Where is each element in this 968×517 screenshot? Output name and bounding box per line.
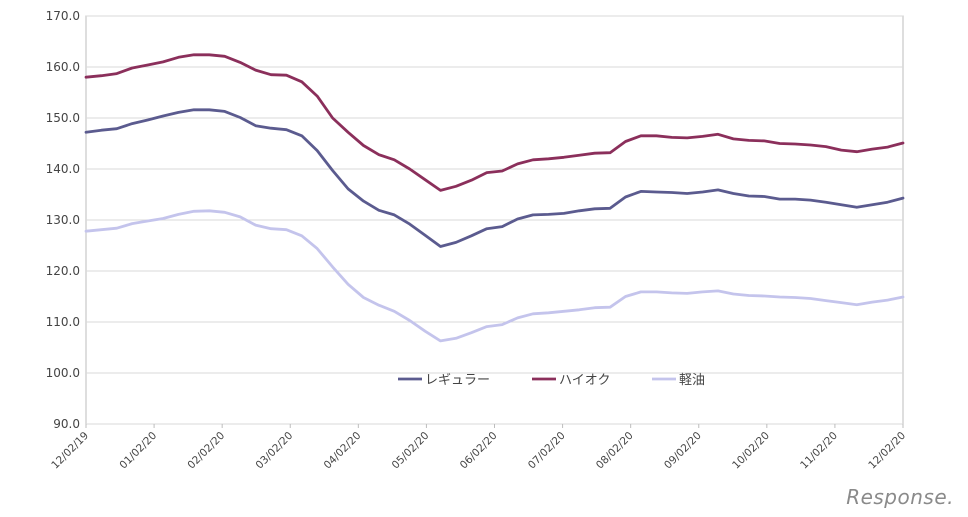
y-gridlines xyxy=(86,15,903,425)
legend: レギュラー ハイオク 軽油 xyxy=(398,373,705,388)
y-tick-label: 130.0 xyxy=(46,213,80,227)
x-tick-label: 12/02/20 xyxy=(866,430,908,472)
y-axis-tick-labels: 90.0 100.0 110.0 120.0 130.0 140.0 150.0 160.0 1… xyxy=(46,9,80,431)
response-watermark-logo: Response. xyxy=(846,485,954,509)
series-line-0 xyxy=(84,108,905,248)
y-tick-label: 140.0 xyxy=(46,162,80,176)
x-tick-label: 01/02/20 xyxy=(117,430,159,472)
legend-label-0: レギュラー xyxy=(425,373,490,388)
y-tick-label: 170.0 xyxy=(46,9,80,23)
x-tick-label: 06/02/20 xyxy=(458,430,500,472)
legend-label-1: ハイオク xyxy=(559,373,610,388)
x-tick-label: 05/02/20 xyxy=(390,430,432,472)
x-tick-label: 10/02/20 xyxy=(730,430,772,472)
y-tick-label: 100.0 xyxy=(46,366,80,380)
x-tick-label: 07/02/20 xyxy=(526,430,568,472)
x-axis-tick-labels: 12/02/19 01/02/20 02/02/20 03/02/20 04/02/20… xyxy=(49,424,908,471)
series-line-2 xyxy=(84,209,905,343)
x-tick-label: 04/02/20 xyxy=(322,430,364,472)
x-tick-label: 12/02/19 xyxy=(49,430,91,472)
legend-label-2: 軽油 xyxy=(679,373,705,388)
y-tick-label: 160.0 xyxy=(46,60,80,74)
x-tick-label: 02/02/20 xyxy=(185,430,227,472)
y-tick-label: 110.0 xyxy=(46,315,80,329)
x-tick-label: 08/02/20 xyxy=(594,430,636,472)
y-tick-label: 150.0 xyxy=(46,111,80,125)
x-tick-label: 09/02/20 xyxy=(662,430,704,472)
y-tick-label: 90.0 xyxy=(53,417,80,431)
x-tick-label: 03/02/20 xyxy=(254,430,296,472)
series-lines xyxy=(84,53,905,343)
series-line-1 xyxy=(84,53,905,192)
y-tick-label: 120.0 xyxy=(46,264,80,278)
x-tick-label: 11/02/20 xyxy=(798,430,840,472)
